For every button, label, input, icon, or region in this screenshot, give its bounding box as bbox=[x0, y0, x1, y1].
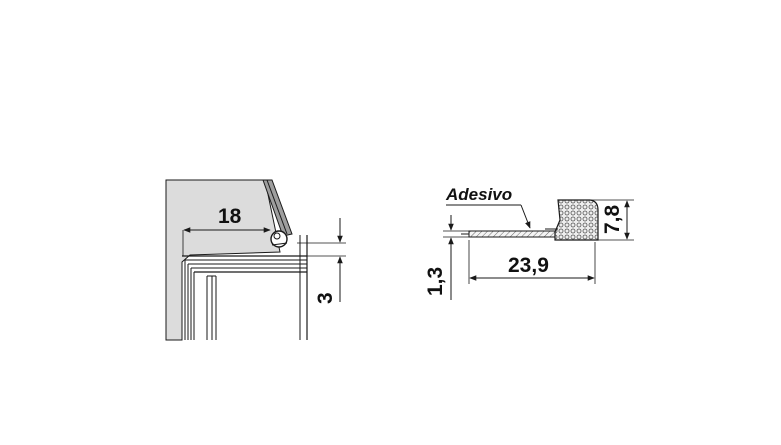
adhesive-callout: Adesivo bbox=[445, 185, 531, 229]
right-profile-section: Adesivo 1,3 23,9 7,8 bbox=[424, 185, 634, 300]
dimension-7-8: 7,8 bbox=[591, 199, 634, 241]
dimension-23-9: 23,9 bbox=[468, 240, 596, 284]
dimension-7-8-label: 7,8 bbox=[601, 204, 624, 234]
foam-profile bbox=[554, 199, 599, 241]
frame-layers bbox=[182, 235, 308, 340]
dimension-18: 18 bbox=[182, 205, 271, 256]
dimension-3: 3 bbox=[297, 218, 346, 304]
dimension-1-3: 1,3 bbox=[424, 215, 469, 300]
dimension-18-label: 18 bbox=[218, 205, 242, 228]
dimension-3-label: 3 bbox=[314, 292, 337, 304]
dimension-1-3-label: 1,3 bbox=[424, 267, 447, 296]
adhesive-label: Adesivo bbox=[445, 185, 512, 204]
door-strip-edge bbox=[266, 179, 288, 235]
seal-profile bbox=[270, 230, 288, 248]
dimension-23-9-label: 23,9 bbox=[508, 254, 549, 277]
left-cross-section: 18 3 bbox=[165, 179, 346, 341]
